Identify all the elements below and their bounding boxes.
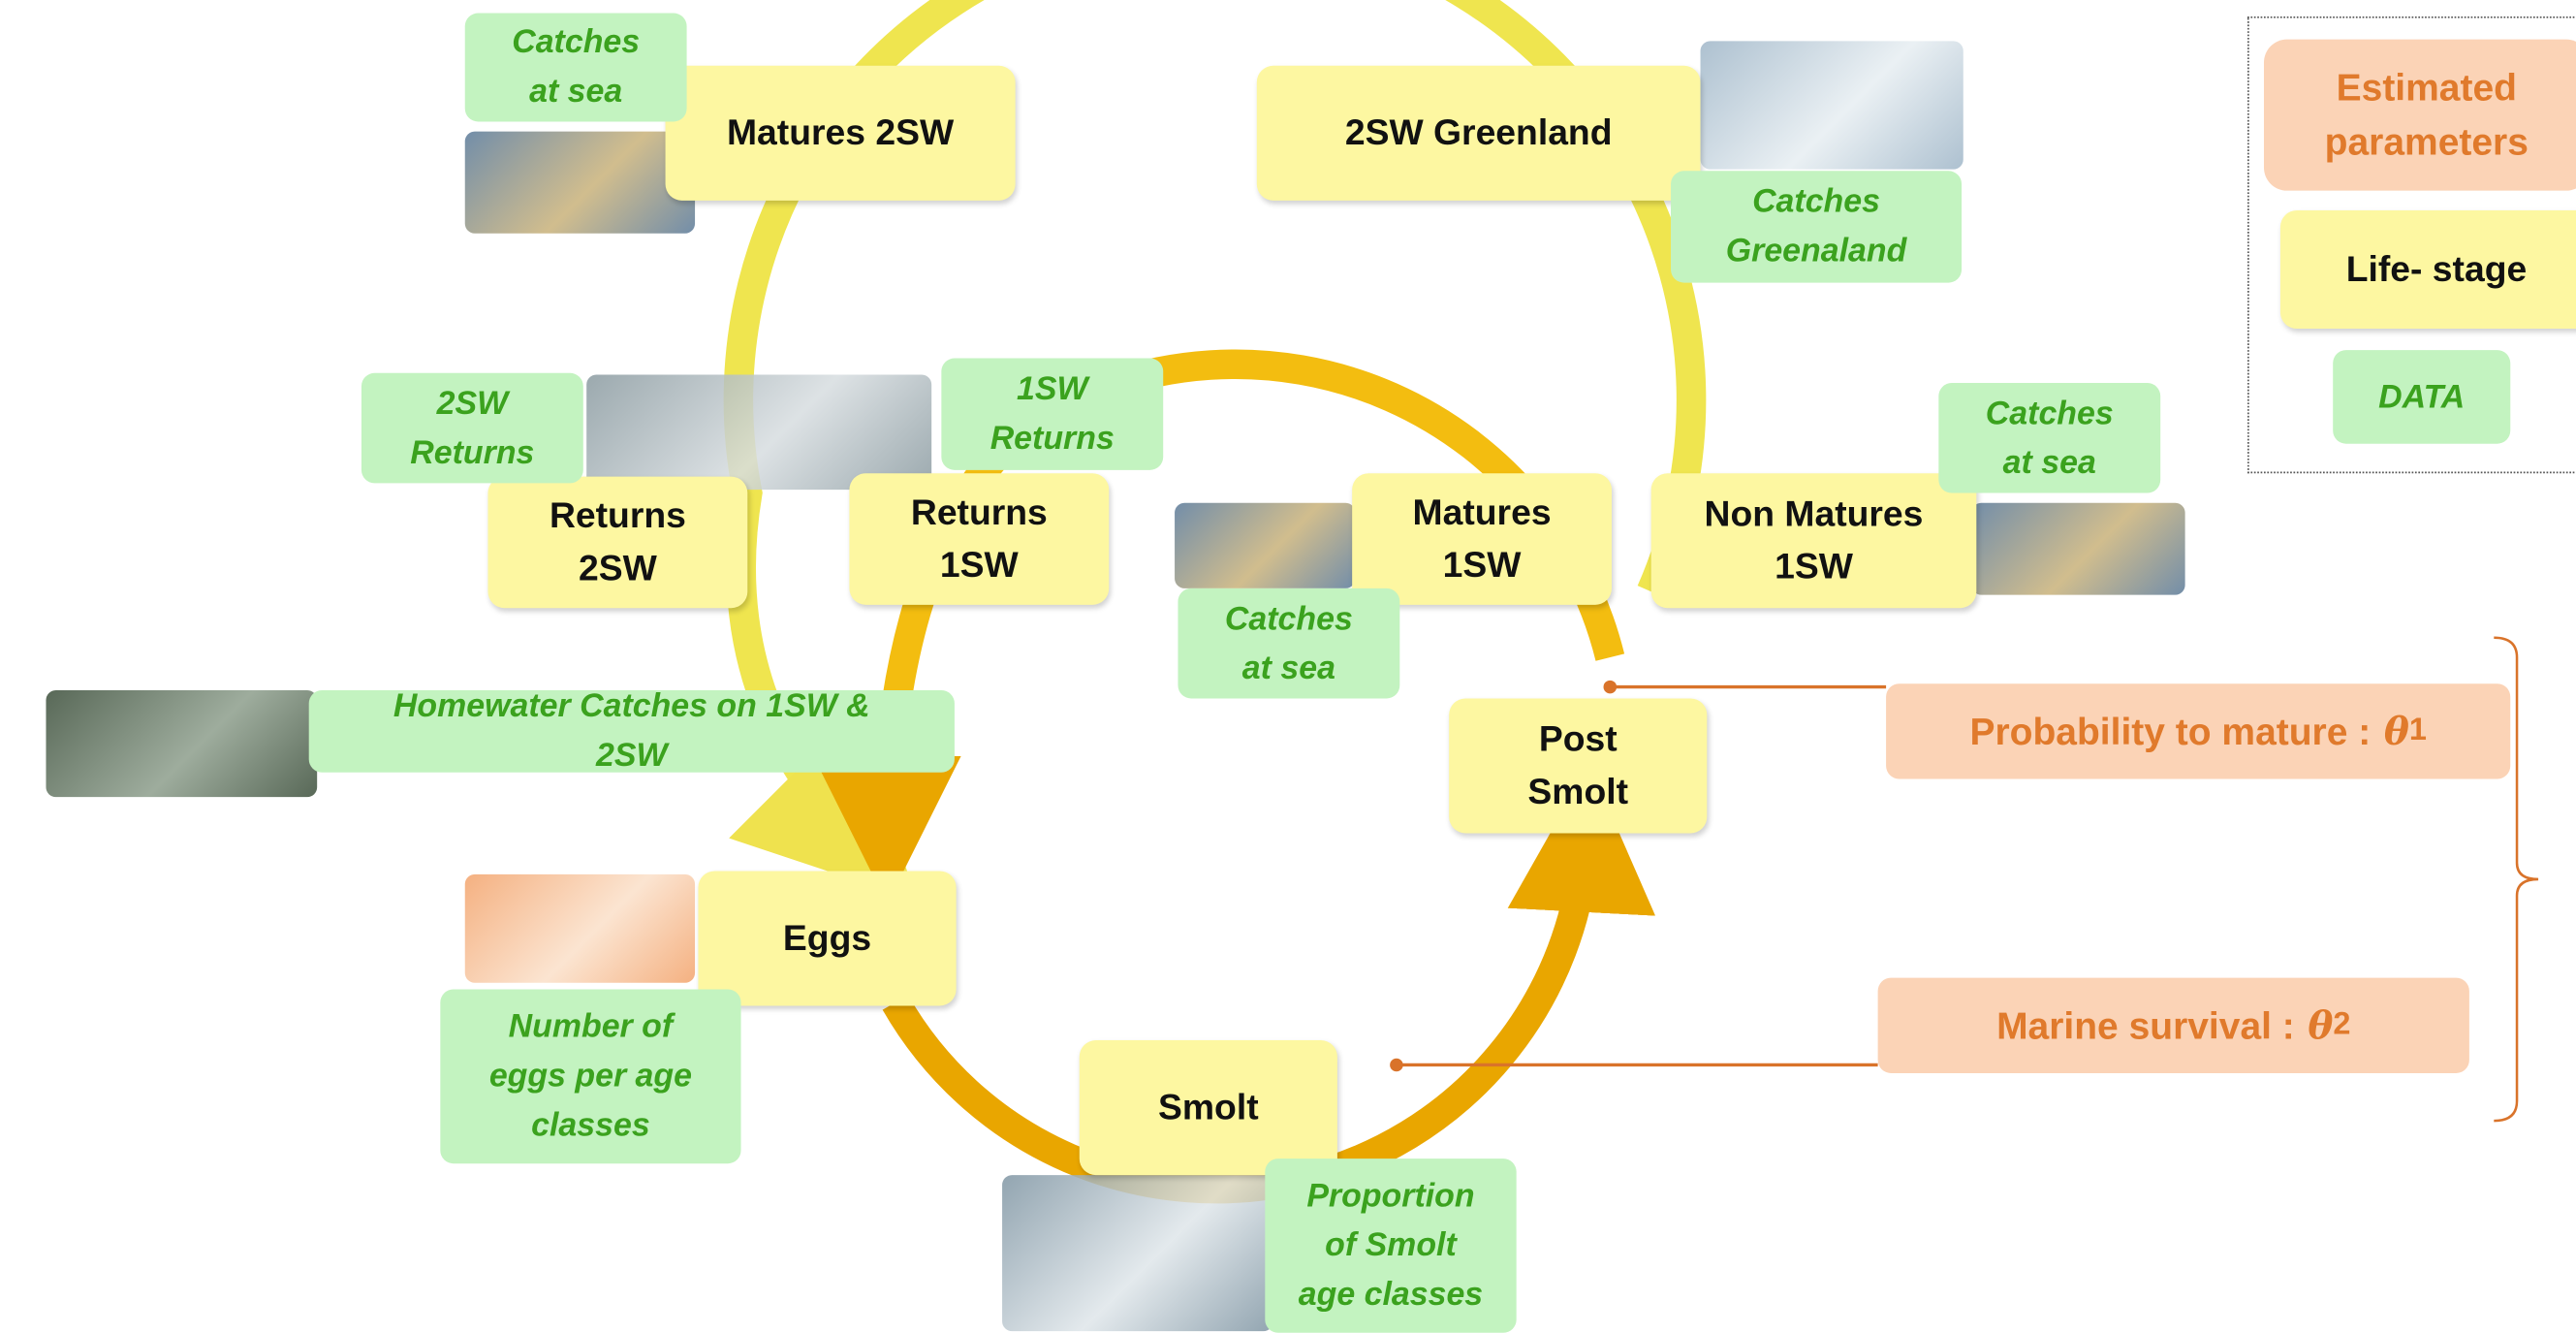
connector-dot — [1603, 680, 1618, 694]
parameter-subscript: 2 — [2333, 1007, 2351, 1042]
photo — [46, 689, 318, 798]
photo — [1700, 41, 1963, 170]
life-stage: 2SW Greenland — [1256, 65, 1701, 201]
parameter-text: Probability to mature : — [1969, 709, 2372, 752]
life-stage: Smolt — [1079, 1040, 1337, 1176]
legend: Estimated parameters Life- stage DATA — [2247, 16, 2576, 474]
parameter-subscript: 1 — [2408, 713, 2427, 748]
legend-parameters: Estimated parameters — [2263, 39, 2576, 191]
legend-data: DATA — [2333, 350, 2511, 444]
photo — [1175, 502, 1356, 588]
data-label: Number of eggs per age classes — [440, 989, 741, 1164]
data-label: Homewater Catches on 1SW & 2SW — [308, 688, 955, 774]
brace — [2494, 636, 2539, 1123]
connector-dot — [1390, 1058, 1403, 1072]
photo — [1971, 502, 2185, 595]
life-stage: Returns 2SW — [487, 476, 748, 609]
data-label: 1SW Returns — [941, 358, 1164, 470]
photo — [464, 131, 696, 234]
photo — [1002, 1175, 1273, 1332]
legend-life-stage: Life- stage — [2279, 209, 2576, 330]
life-stage: Post Smolt — [1449, 698, 1708, 834]
parameter-symbol: θ — [2383, 709, 2409, 754]
data-label: Catches at sea — [1178, 587, 1400, 699]
data-label: Proportion of Smolt age classes — [1265, 1158, 1517, 1333]
life-stage: Matures 1SW — [1352, 473, 1612, 605]
parameter-symbol: θ — [2308, 1002, 2334, 1048]
life-stage: Returns 1SW — [849, 473, 1110, 605]
photo — [586, 374, 932, 491]
data-label: 2SW Returns — [361, 372, 583, 484]
data-label: Catches Greenaland — [1671, 171, 1963, 283]
life-stage: Non Matures 1SW — [1650, 473, 1977, 609]
parameter-text: Marine survival : — [1996, 1002, 2295, 1046]
data-label: Catches at sea — [1938, 382, 2161, 493]
life-stage: Eggs — [698, 871, 957, 1006]
photo — [464, 873, 696, 983]
life-stage: Matures 2SW — [665, 65, 1016, 201]
data-label: Catches at sea — [464, 13, 687, 122]
